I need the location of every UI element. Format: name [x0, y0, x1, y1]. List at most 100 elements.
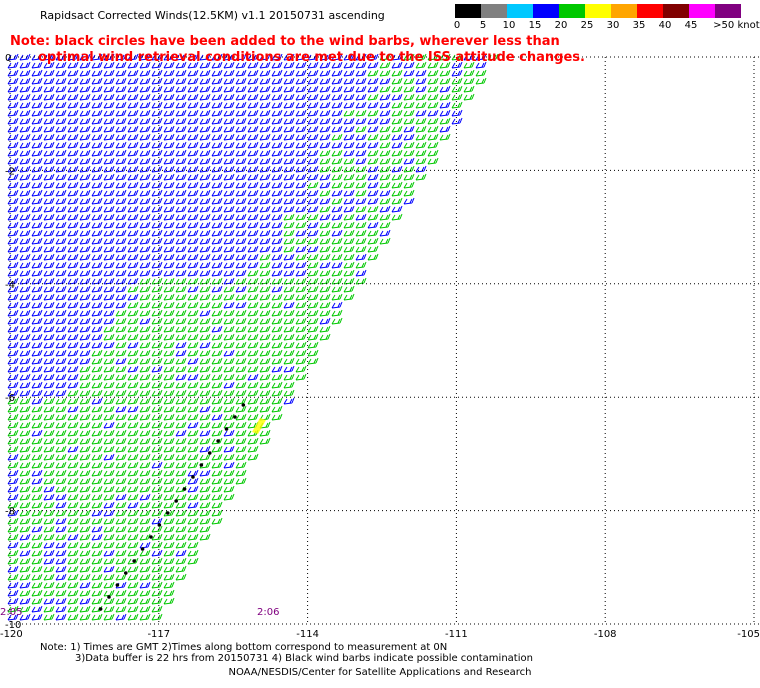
wind-barb [31, 157, 43, 165]
wind-barb [55, 341, 67, 349]
wind-barb [163, 269, 175, 277]
wind-barb [151, 493, 163, 501]
wind-barb [19, 229, 31, 237]
wind-barb [91, 293, 103, 301]
wind-barb [139, 181, 151, 189]
wind-barb [295, 213, 307, 221]
wind-barb [55, 525, 67, 533]
wind-barb [259, 309, 271, 317]
wind-barb [115, 237, 127, 245]
wind-barb [283, 85, 295, 93]
wind-barb [175, 477, 187, 485]
wind-barb [199, 309, 211, 317]
wind-barb [43, 285, 55, 293]
wind-barb [427, 69, 439, 77]
wind-barb [403, 53, 415, 61]
wind-barb [115, 389, 127, 397]
wind-barb [259, 277, 271, 285]
wind-barb [139, 557, 151, 565]
wind-barb [115, 141, 127, 149]
wind-barb [43, 189, 55, 197]
wind-barb [79, 109, 91, 117]
wind-barb [259, 341, 271, 349]
wind-barb [67, 213, 79, 221]
wind-barb [163, 477, 175, 485]
wind-barb [343, 189, 355, 197]
wind-barb [247, 141, 259, 149]
wind-barb [163, 533, 175, 541]
wind-barb [223, 61, 235, 69]
wind-barb [235, 189, 247, 197]
wind-barb [403, 101, 415, 109]
wind-barb [31, 485, 43, 493]
wind-barb [103, 93, 115, 101]
wind-barb [367, 149, 379, 157]
wind-barb [331, 117, 343, 125]
wind-barb [235, 301, 247, 309]
wind-barb [367, 221, 379, 229]
wind-barb [283, 109, 295, 117]
wind-barb [67, 469, 79, 477]
wind-barb [139, 253, 151, 261]
wind-barb [43, 485, 55, 493]
wind-barb [223, 149, 235, 157]
wind-barb [283, 101, 295, 109]
wind-barb [139, 221, 151, 229]
wind-barb [55, 293, 67, 301]
wind-barb [295, 229, 307, 237]
wind-barb [247, 205, 259, 213]
wind-barb [91, 381, 103, 389]
wind-barb [79, 197, 91, 205]
wind-barb [79, 405, 91, 413]
wind-barb [187, 173, 199, 181]
wind-barb [391, 85, 403, 93]
wind-barb [127, 517, 139, 525]
wind-barb [307, 213, 319, 221]
wind-barb [223, 453, 235, 461]
wind-barb [139, 285, 151, 293]
wind-barb [199, 77, 211, 85]
wind-barb [451, 109, 463, 117]
wind-barb [199, 93, 211, 101]
wind-barb [199, 349, 211, 357]
wind-barb [163, 109, 175, 117]
wind-barb [127, 501, 139, 509]
wind-barb [31, 237, 43, 245]
wind-barb [199, 373, 211, 381]
wind-barb [151, 149, 163, 157]
wind-barb [67, 285, 79, 293]
wind-barb [175, 181, 187, 189]
wind-barb [151, 261, 163, 269]
wind-barb [43, 565, 55, 573]
wind-barb [103, 213, 115, 221]
wind-barb [43, 381, 55, 389]
wind-barb [19, 389, 31, 397]
wind-barb [247, 69, 259, 77]
wind-barb [379, 141, 391, 149]
wind-barb [247, 389, 259, 397]
wind-barb [31, 421, 43, 429]
wind-barb [175, 469, 187, 477]
wind-barb [67, 365, 79, 373]
wind-barb [331, 93, 343, 101]
wind-barb [271, 165, 283, 173]
wind-barb [31, 597, 43, 605]
wind-barb [391, 213, 403, 221]
wind-barb [319, 285, 331, 293]
wind-barb [115, 357, 127, 365]
wind-barb [199, 85, 211, 93]
wind-barb [43, 101, 55, 109]
wind-barb [163, 93, 175, 101]
wind-barb [31, 381, 43, 389]
wind-barb [403, 157, 415, 165]
wind-barb [187, 277, 199, 285]
wind-barb [163, 325, 175, 333]
wind-barb [247, 405, 259, 413]
wind-barb [307, 69, 319, 77]
wind-barb [151, 597, 163, 605]
wind-barb [427, 157, 439, 165]
wind-barb [235, 397, 247, 405]
wind-barb [187, 429, 199, 437]
wind-barb [295, 189, 307, 197]
